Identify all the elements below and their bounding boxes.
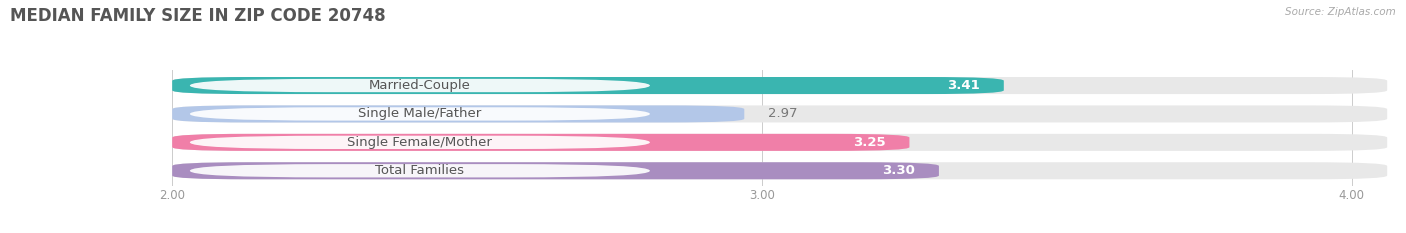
- FancyBboxPatch shape: [190, 107, 650, 121]
- FancyBboxPatch shape: [172, 134, 910, 151]
- FancyBboxPatch shape: [172, 77, 1388, 94]
- Text: Married-Couple: Married-Couple: [368, 79, 471, 92]
- FancyBboxPatch shape: [172, 162, 939, 179]
- Text: 2.97: 2.97: [768, 107, 797, 120]
- Text: Total Families: Total Families: [375, 164, 464, 177]
- FancyBboxPatch shape: [172, 105, 744, 123]
- FancyBboxPatch shape: [172, 105, 1388, 123]
- FancyBboxPatch shape: [172, 134, 1388, 151]
- FancyBboxPatch shape: [172, 77, 1004, 94]
- FancyBboxPatch shape: [190, 136, 650, 149]
- FancyBboxPatch shape: [172, 162, 1388, 179]
- FancyBboxPatch shape: [190, 164, 650, 177]
- Text: MEDIAN FAMILY SIZE IN ZIP CODE 20748: MEDIAN FAMILY SIZE IN ZIP CODE 20748: [10, 7, 385, 25]
- FancyBboxPatch shape: [190, 79, 650, 92]
- Text: 3.25: 3.25: [853, 136, 886, 149]
- Text: 3.41: 3.41: [948, 79, 980, 92]
- Text: Source: ZipAtlas.com: Source: ZipAtlas.com: [1285, 7, 1396, 17]
- Text: 3.30: 3.30: [883, 164, 915, 177]
- Text: Single Female/Mother: Single Female/Mother: [347, 136, 492, 149]
- Text: Single Male/Father: Single Male/Father: [359, 107, 481, 120]
